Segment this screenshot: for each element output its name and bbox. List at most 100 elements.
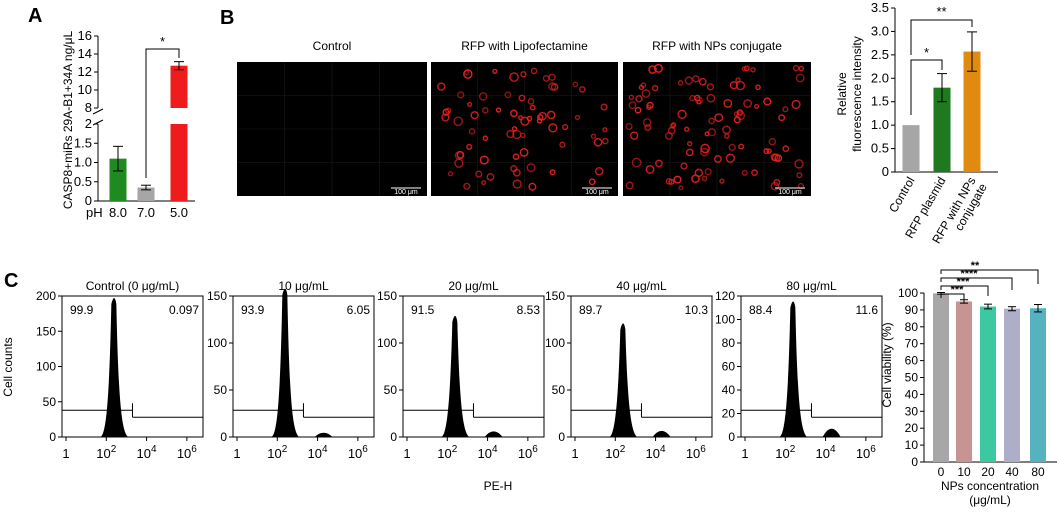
scale-bar-label: 100 μm bbox=[394, 189, 418, 196]
viability-y-tick-label: 20 bbox=[905, 421, 919, 435]
fluorescent-cell bbox=[600, 103, 608, 111]
scale-bar-label: 100 μm bbox=[778, 189, 802, 196]
panel-a-bar-upper bbox=[170, 65, 188, 108]
histogram-title: Control (0 μg/mL) bbox=[86, 279, 180, 293]
fluorescent-cell bbox=[528, 182, 537, 191]
fluorescent-cell bbox=[778, 114, 786, 122]
fluorescent-cell bbox=[664, 131, 673, 140]
fluorescent-cell bbox=[751, 169, 758, 177]
histogram-peak bbox=[271, 288, 333, 437]
fluorescent-cell bbox=[684, 126, 690, 132]
fluorescent-cell bbox=[677, 80, 684, 86]
viability-bar bbox=[1004, 308, 1020, 462]
panel-b-y-axis-label-line2: fluorescence intensity bbox=[850, 36, 864, 151]
fluorescent-cell bbox=[527, 98, 535, 105]
fluorescent-cell bbox=[694, 168, 704, 178]
viability-significance-label: *** bbox=[957, 276, 971, 288]
histogram-x-tick-label: 1 bbox=[62, 446, 69, 461]
fluorescent-cell bbox=[549, 169, 556, 176]
fluorescent-cell bbox=[559, 141, 566, 148]
histogram-x-tick-label: 102 bbox=[267, 444, 287, 461]
histogram-x-tick-label: 104 bbox=[137, 444, 157, 461]
fluorescent-cell bbox=[601, 137, 609, 145]
panel-b-y-tick-label: 3.5 bbox=[871, 0, 889, 15]
histogram-x-tick-label: 106 bbox=[686, 444, 706, 461]
fluorescent-cell bbox=[495, 107, 502, 113]
histogram-y-tick-label: 0 bbox=[558, 430, 565, 444]
fluorescent-cell bbox=[728, 143, 736, 151]
panel-b-significance-bracket bbox=[910, 59, 943, 115]
fluorescent-cell bbox=[692, 75, 700, 83]
fluorescent-cell bbox=[677, 109, 687, 120]
histogram-y-tick-label: 0 bbox=[49, 430, 56, 444]
fluorescent-cell bbox=[479, 155, 489, 165]
viability-y-tick-label: 30 bbox=[905, 404, 919, 418]
histogram-y-tick-label: 0 bbox=[390, 430, 397, 444]
panel-label-c: C bbox=[4, 270, 18, 292]
fluorescent-cell bbox=[700, 143, 710, 154]
fluorescent-cell bbox=[713, 155, 722, 163]
panel-a-bar bbox=[137, 187, 155, 201]
panel-b-y-tick-label: 3.0 bbox=[871, 23, 889, 38]
fluorescent-cell bbox=[750, 66, 756, 73]
fluorescent-cell bbox=[482, 135, 489, 142]
fluorescent-cell bbox=[735, 111, 746, 121]
panel-a-axis-break bbox=[92, 108, 104, 126]
histogram-y-tick-label: 40 bbox=[722, 383, 736, 397]
fluorescent-cell bbox=[456, 150, 465, 159]
fluorescent-cell bbox=[646, 101, 654, 109]
viability-x-axis-label: NPs concentration bbox=[941, 479, 1039, 493]
histogram-x-tick-label: 1 bbox=[571, 446, 578, 461]
fluorescent-cell bbox=[512, 168, 521, 177]
panel-b-bar-chart: Relative fluorescence intensity 0 0.5 1.0 1… bbox=[835, 0, 998, 246]
histogram-y-tick-label: 50 bbox=[214, 383, 228, 397]
fluorescent-cell bbox=[512, 179, 522, 189]
histogram-x-tick-label: 104 bbox=[816, 444, 836, 461]
histogram-y-tick-label: 50 bbox=[552, 383, 566, 397]
viability-x-tick-label: 0 bbox=[938, 465, 945, 479]
fluorescent-cell bbox=[504, 91, 512, 99]
fluorescent-cell bbox=[651, 84, 659, 92]
histogram-x-tick-label: 102 bbox=[437, 444, 457, 461]
fluorescent-cell bbox=[766, 148, 772, 154]
panel-b-bar bbox=[963, 51, 981, 172]
fluorescent-cell bbox=[648, 65, 657, 74]
viability-y-tick-label: 60 bbox=[905, 354, 919, 368]
histogram-frame bbox=[570, 295, 713, 438]
fluorescent-cell bbox=[463, 182, 471, 190]
panel-a-y-tick-label: 0.5 bbox=[74, 174, 92, 189]
fluorescent-cell bbox=[655, 159, 663, 168]
fluorescent-cell bbox=[722, 125, 731, 135]
histogram-peak bbox=[779, 301, 841, 437]
cell-viability-bar-chart: Cell viability (%) 0 10 20 30 40 50 60 70 80 90 10… bbox=[880, 260, 1057, 507]
panel-b-bar bbox=[902, 125, 920, 172]
fluorescent-cell bbox=[478, 92, 488, 101]
fluorescent-cell bbox=[673, 175, 682, 184]
histogram-y-tick-label: 60 bbox=[722, 360, 736, 374]
fluorescent-cell bbox=[437, 82, 446, 91]
fluorescent-cell bbox=[698, 77, 707, 86]
fluorescent-cell bbox=[486, 172, 495, 181]
fluorescent-cell bbox=[719, 178, 725, 184]
fluorescent-cell bbox=[725, 153, 735, 163]
histogram-y-tick-label: 200 bbox=[36, 289, 56, 303]
viability-significance-bracket bbox=[940, 293, 965, 302]
fluorescent-cell bbox=[594, 166, 604, 176]
histogram-peak bbox=[441, 315, 503, 437]
fluorescent-cell bbox=[629, 131, 639, 140]
fluorescent-cell bbox=[536, 118, 543, 124]
fluorescent-cell bbox=[755, 84, 761, 91]
viability-y-tick-label: 0 bbox=[911, 455, 918, 469]
flow-histograms: Cell counts PE-H Control (0 μg/mL) 99.9 0.… bbox=[1, 279, 883, 493]
fluorescent-cell bbox=[665, 178, 673, 185]
panel-a-significance-bracket bbox=[145, 48, 180, 178]
histogram-y-tick-label: 50 bbox=[384, 383, 398, 397]
panel-a-y-tick-label: 12 bbox=[78, 64, 92, 79]
fluorescent-cell bbox=[687, 140, 693, 147]
gate-left-percentage: 88.4 bbox=[749, 303, 773, 317]
histogram-y-tick-label: 0 bbox=[220, 430, 227, 444]
histogram-y-tick-label: 20 bbox=[722, 407, 736, 421]
panel-a-bar bbox=[170, 124, 188, 201]
fluorescent-cell bbox=[680, 162, 688, 170]
fluorescent-cell bbox=[684, 76, 693, 85]
